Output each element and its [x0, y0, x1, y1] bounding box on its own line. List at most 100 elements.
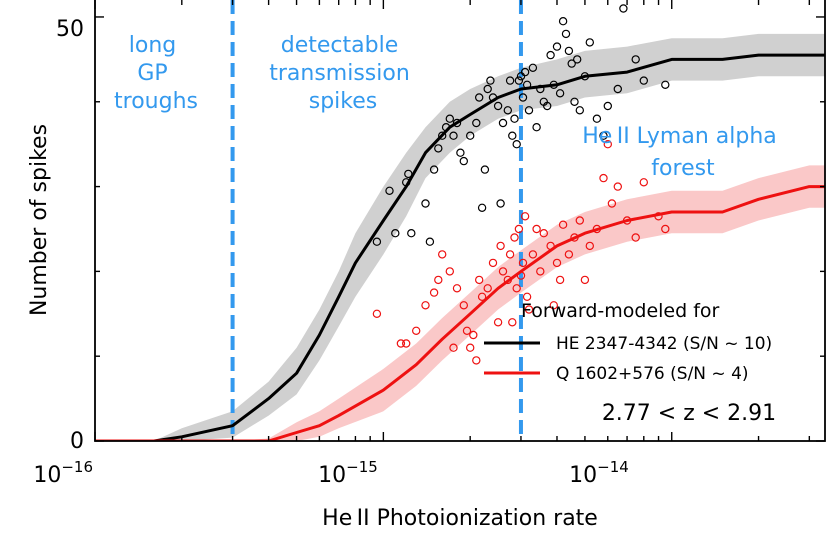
scatter-point-0-22	[483, 84, 492, 94]
scatter-point-1-42	[558, 220, 568, 229]
scatter-point-1-35	[532, 224, 541, 234]
region-label-transmission-spikes: detectable transmission spikes	[269, 33, 417, 114]
scatter-point-0-59	[603, 101, 613, 111]
scatter-point-1-2	[402, 339, 411, 348]
scatter-point-0-33	[514, 76, 524, 85]
scatter-point-1-14	[469, 330, 478, 340]
scatter-point-1-52	[613, 182, 623, 191]
scatter-point-0-46	[552, 42, 562, 51]
scatter-point-1-45	[575, 216, 585, 225]
scatter-point-0-10	[438, 131, 447, 140]
scatter-point-0-57	[592, 114, 602, 123]
scatter-point-1-57	[661, 224, 670, 234]
scatter-point-1-27	[512, 284, 521, 293]
scatter-point-0-48	[558, 17, 568, 26]
scatter-point-0-2	[391, 228, 400, 238]
scatter-point-0-43	[543, 101, 552, 111]
scatter-point-0-54	[575, 106, 585, 115]
scatter-point-0-5	[407, 228, 416, 238]
scatter-point-1-7	[438, 250, 447, 259]
legend-entry-q1602: Q 1602+576 (S/N ~ 4)	[556, 364, 749, 384]
scatter-point-0-25	[493, 101, 503, 111]
scatter-point-1-37	[539, 228, 549, 238]
scatter-point-0-36	[520, 67, 530, 77]
axis-ticks	[94, 0, 825, 442]
legend-entry-he2347: HE 2347-4342 (S/N ~ 10)	[556, 334, 772, 354]
scatter-point-1-5	[429, 288, 439, 297]
scatter-point-0-39	[528, 63, 538, 73]
scatter-point-1-1	[396, 339, 406, 348]
scatter-point-0-64	[661, 80, 670, 90]
scatter-point-0-21	[480, 165, 490, 174]
scatter-point-0-17	[466, 131, 475, 140]
scatter-point-1-54	[631, 233, 640, 242]
scatter-point-1-30	[518, 258, 528, 268]
plot-frame	[94, 0, 826, 442]
scatter-point-0-8	[429, 165, 439, 174]
line-series-0	[95, 53, 825, 441]
scatter-point-0-60	[613, 84, 623, 94]
scatter-point-0-47	[555, 89, 565, 98]
region-divider-lines	[230, 0, 523, 441]
scatter-point-1-46	[580, 275, 590, 285]
scatter-point-0-26	[496, 199, 505, 208]
scatter-point-1-40	[552, 258, 562, 268]
legend-title: Forward-modeled for	[521, 300, 720, 322]
scatter-point-0-63	[639, 76, 649, 85]
scatter-point-1-16	[475, 275, 484, 285]
scatter-point-1-9	[449, 343, 458, 352]
x-tick-label-1e-15: 10−15	[318, 458, 378, 488]
scatter-point-0-7	[425, 237, 435, 246]
scatter-point-1-49	[599, 173, 608, 183]
x-tick-label-1e-16: 10−16	[33, 458, 93, 488]
scatter-point-1-43	[564, 250, 574, 259]
scatter-point-1-0	[372, 309, 382, 318]
scatter-point-0-19	[475, 93, 484, 102]
scatter-point-1-55	[639, 178, 649, 187]
scatter-point-0-15	[456, 148, 465, 157]
scatter-point-1-50	[603, 139, 613, 149]
scatter-point-1-47	[585, 241, 595, 251]
scatter-point-0-49	[561, 29, 571, 39]
scatter-point-0-32	[512, 139, 521, 149]
scatter-point-0-53	[573, 55, 582, 64]
y-axis-label: Number of spikes	[27, 124, 52, 316]
scatter-point-1-20	[493, 318, 503, 327]
scatter-point-0-14	[452, 118, 462, 128]
scatter-point-0-40	[532, 122, 541, 132]
region-label-lyman-alpha-forest: He II Lyman alpha forest	[582, 124, 784, 181]
scatter-point-1-25	[508, 318, 517, 327]
scatter-point-0-62	[631, 55, 640, 64]
y-tick-label-0: 0	[70, 429, 84, 454]
band-series-1	[95, 165, 825, 441]
confidence-bands	[95, 33, 825, 441]
scatter-point-0-51	[567, 59, 576, 68]
scatter-point-0-30	[508, 131, 517, 140]
scatter-point-0-12	[445, 114, 454, 123]
y-tick-label-50: 50	[56, 17, 84, 42]
observed-points	[372, 4, 670, 365]
scatter-point-1-19	[488, 258, 498, 268]
scatter-point-1-13	[466, 343, 475, 352]
x-axis-label: He II Photoionization rate	[322, 506, 598, 531]
scatter-point-0-18	[472, 118, 481, 128]
scatter-point-0-23	[486, 76, 495, 85]
redshift-range-annotation: 2.77 < z < 2.91	[602, 401, 776, 426]
scatter-point-1-34	[528, 250, 538, 259]
scatter-point-1-24	[505, 250, 515, 259]
scatter-point-1-22	[498, 267, 508, 276]
scatter-point-1-26	[510, 233, 519, 242]
scatter-point-1-11	[459, 301, 468, 310]
scatter-point-0-35	[518, 93, 528, 102]
scatter-point-0-44	[546, 50, 555, 60]
scatter-point-1-36	[536, 267, 545, 276]
scatter-point-1-33	[524, 305, 534, 314]
scatter-point-1-39	[549, 301, 559, 310]
scatter-point-1-17	[477, 292, 487, 301]
scatter-point-1-51	[607, 199, 617, 208]
scatter-point-0-29	[505, 76, 515, 85]
scatter-point-0-56	[585, 38, 595, 47]
scatter-point-1-28	[514, 224, 524, 234]
region-label-gp-troughs: long GP troughs	[114, 33, 198, 114]
